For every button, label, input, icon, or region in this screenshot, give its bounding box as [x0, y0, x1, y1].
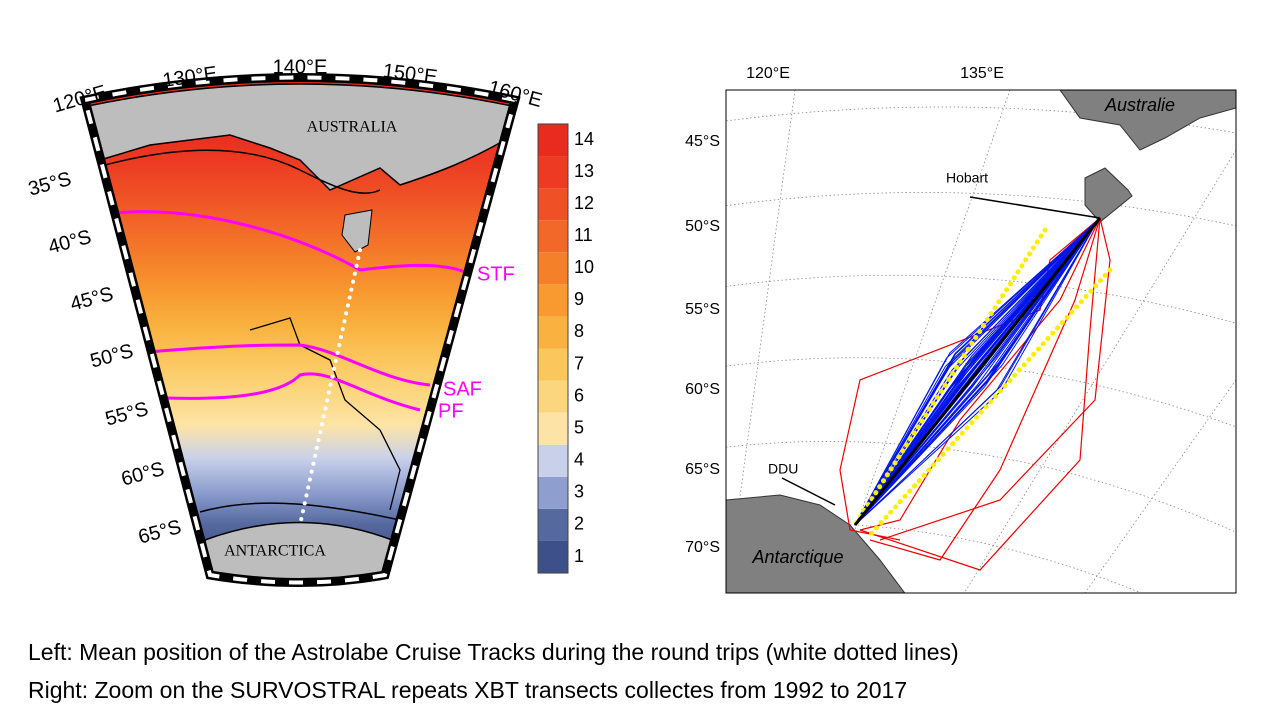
graticule	[1084, 379, 1236, 593]
map-frame	[82, 75, 518, 585]
saf-front	[147, 343, 431, 387]
cruise-track	[298, 248, 362, 527]
colorbar-tick-label: 12	[574, 193, 594, 213]
colorbar-frame	[537, 123, 569, 574]
australia-land	[1059, 90, 1236, 151]
colorbar-tick-label: 14	[574, 129, 594, 149]
tasmania	[1084, 167, 1133, 223]
colorbar-tick-label: 2	[574, 514, 584, 534]
map-frame	[725, 89, 1237, 594]
latitude-label: 65°S	[136, 516, 184, 549]
colorbar-segment	[538, 444, 568, 477]
track-envelope	[852, 227, 1048, 528]
xbt-track	[854, 219, 1099, 526]
latitude-label: 40°S	[46, 226, 94, 259]
xbt-track	[854, 219, 1099, 526]
latitude-label: 45°S	[68, 283, 116, 316]
colorbar-segment	[538, 476, 568, 509]
colorbar-tick-label: 11	[574, 225, 593, 245]
place-label: Hobart	[946, 170, 988, 186]
colorbar-segment	[538, 220, 568, 253]
xbt-track	[869, 217, 1101, 561]
latitude-label: 35°S	[26, 168, 74, 201]
contour	[104, 149, 381, 194]
xbt-track	[879, 217, 1111, 541]
longitude-label: 120°E	[746, 65, 790, 82]
front-label: PF	[438, 400, 464, 422]
colorbar-tick-label: 8	[574, 321, 584, 341]
colorbar-tick-label: 9	[574, 289, 584, 309]
land-label: ANTARCTICA	[224, 543, 326, 560]
caption: Right: Zoom on the SURVOSTRAL repeats XB…	[28, 677, 907, 703]
colorbar-segment	[538, 508, 568, 541]
xbt-track	[854, 219, 1099, 526]
colorbar-segment	[538, 412, 568, 445]
latitude-label: 70°S	[685, 539, 720, 556]
mean-track	[853, 217, 1102, 526]
land-label: Australie	[1104, 95, 1175, 115]
xbt-track	[859, 217, 1101, 571]
colorbar-segment	[538, 540, 568, 574]
colorbar-tick-label: 3	[574, 482, 584, 502]
xbt-track	[854, 219, 1099, 526]
right-map: Australie Antarctique Hobart DDU 120°E 1…	[725, 65, 1237, 594]
front-label: STF	[477, 263, 515, 285]
sst-field	[85, 77, 515, 583]
colorbar-segment	[538, 284, 568, 317]
stf-front	[114, 210, 466, 274]
latitude-label: 60°S	[685, 381, 720, 398]
track-envelope	[867, 267, 1113, 538]
colorbar-tick-label: 1	[574, 546, 584, 566]
pointer-line	[969, 196, 1101, 219]
place-label: DDU	[768, 461, 798, 477]
colorbar-segment	[538, 252, 568, 285]
land-label: AUSTRALIA	[307, 119, 398, 136]
caption: Left: Mean position of the Astrolabe Cru…	[28, 639, 959, 665]
latitude-label: 55°S	[103, 398, 151, 431]
latitude-label: 55°S	[685, 301, 720, 318]
pointer-line	[781, 477, 836, 506]
latitude-label: 45°S	[685, 133, 720, 150]
colorbar-tick-label: 7	[574, 353, 584, 373]
colorbar-segment	[538, 156, 568, 189]
longitude-label: 135°E	[960, 65, 1004, 82]
colorbar-segment	[538, 188, 568, 221]
latitude-labels: 45°S 50°S 55°S 60°S 65°S 70°S	[685, 133, 720, 556]
front-label: SAF	[443, 378, 482, 400]
colorbar-segment	[538, 123, 568, 157]
tasmania	[341, 209, 373, 253]
colorbar-tick-label: 5	[574, 417, 584, 437]
colorbar-segment	[538, 316, 568, 349]
xbt-track	[854, 219, 1099, 526]
xbt-track	[854, 219, 1099, 526]
colorbar-tick-label: 10	[574, 257, 594, 277]
latitude-label: 50°S	[88, 340, 136, 373]
colorbar-segment	[538, 348, 568, 381]
colorbar-tick-label: 13	[574, 161, 594, 181]
xbt-track	[854, 219, 1099, 526]
contour	[199, 502, 401, 521]
left-map: AUSTRALIA ANTARCTICA STF SAF PF 120°E 13…	[50, 56, 544, 587]
latitude-label: 60°S	[119, 458, 167, 491]
latitude-label: 65°S	[685, 461, 720, 478]
land-label: Antarctique	[751, 547, 843, 567]
xbt-track	[854, 219, 1099, 526]
colorbar-tick-label: 4	[574, 450, 584, 470]
xbt-track	[854, 219, 1099, 526]
pf-front	[164, 372, 421, 412]
xbt-track	[859, 217, 1101, 531]
xbt-track	[854, 219, 1099, 526]
xbt-track	[839, 217, 1101, 541]
antarctica-land	[726, 494, 906, 593]
colorbar-tick-label: 6	[574, 385, 584, 405]
longitude-label: 140°E	[273, 56, 328, 78]
colorbar-segment	[538, 380, 568, 413]
latitude-label: 50°S	[685, 218, 720, 235]
xbt-track	[854, 219, 1099, 526]
